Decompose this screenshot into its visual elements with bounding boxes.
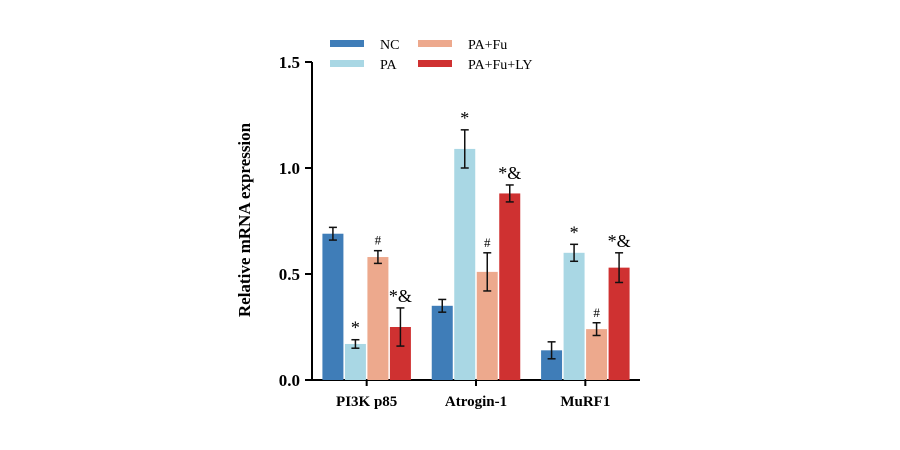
- legend-swatch-pa-fu-ly: [418, 60, 452, 67]
- bar: [454, 148, 476, 380]
- y-axis-title: Relative mRNA expression: [235, 122, 254, 317]
- legend-swatch-pa: [330, 60, 364, 67]
- bar: [541, 350, 563, 380]
- bar: [344, 343, 366, 380]
- x-tick-label: Atrogin-1: [445, 394, 507, 410]
- bar: [563, 252, 585, 380]
- significance-label: *&: [608, 231, 631, 251]
- significance-label: *: [351, 318, 360, 338]
- y-tick-label: 0.5: [279, 265, 300, 284]
- bar: [499, 193, 521, 380]
- bar: [389, 327, 411, 380]
- significance-label: *&: [389, 286, 412, 306]
- bar: [431, 305, 453, 380]
- bar: [322, 233, 344, 380]
- bar: [476, 271, 498, 380]
- legend-label-pa: PA: [380, 58, 398, 73]
- y-tick-label: 1.0: [279, 159, 300, 178]
- legend-label-nc: NC: [380, 38, 399, 53]
- legend-swatch-nc: [330, 40, 364, 47]
- significance-label: *: [460, 108, 469, 128]
- y-tick-label: 0.0: [279, 371, 300, 390]
- significance-label: #: [484, 235, 491, 250]
- significance-label: *&: [498, 163, 521, 183]
- bar: [608, 267, 630, 380]
- significance-label: *: [570, 222, 579, 242]
- bar: [367, 257, 389, 380]
- legend-label-pa-fu: PA+Fu: [468, 38, 507, 53]
- legend-label-pa-fu-ly: PA+Fu+LY: [468, 58, 532, 73]
- x-tick-label: PI3K p85: [336, 394, 397, 410]
- legend: NC PA PA+Fu PA+Fu+LY: [330, 38, 532, 73]
- legend-swatch-pa-fu: [418, 40, 452, 47]
- significance-label: #: [593, 305, 600, 320]
- y-tick-label: 1.5: [279, 53, 300, 72]
- bar: [586, 329, 608, 380]
- x-tick-label: MuRF1: [560, 394, 610, 410]
- plot-area: 0.0 0.5 1.0 1.5 PI3K p85 * # *& Atrogin-1 * # *& MuR…: [279, 53, 640, 410]
- significance-label: #: [375, 233, 382, 248]
